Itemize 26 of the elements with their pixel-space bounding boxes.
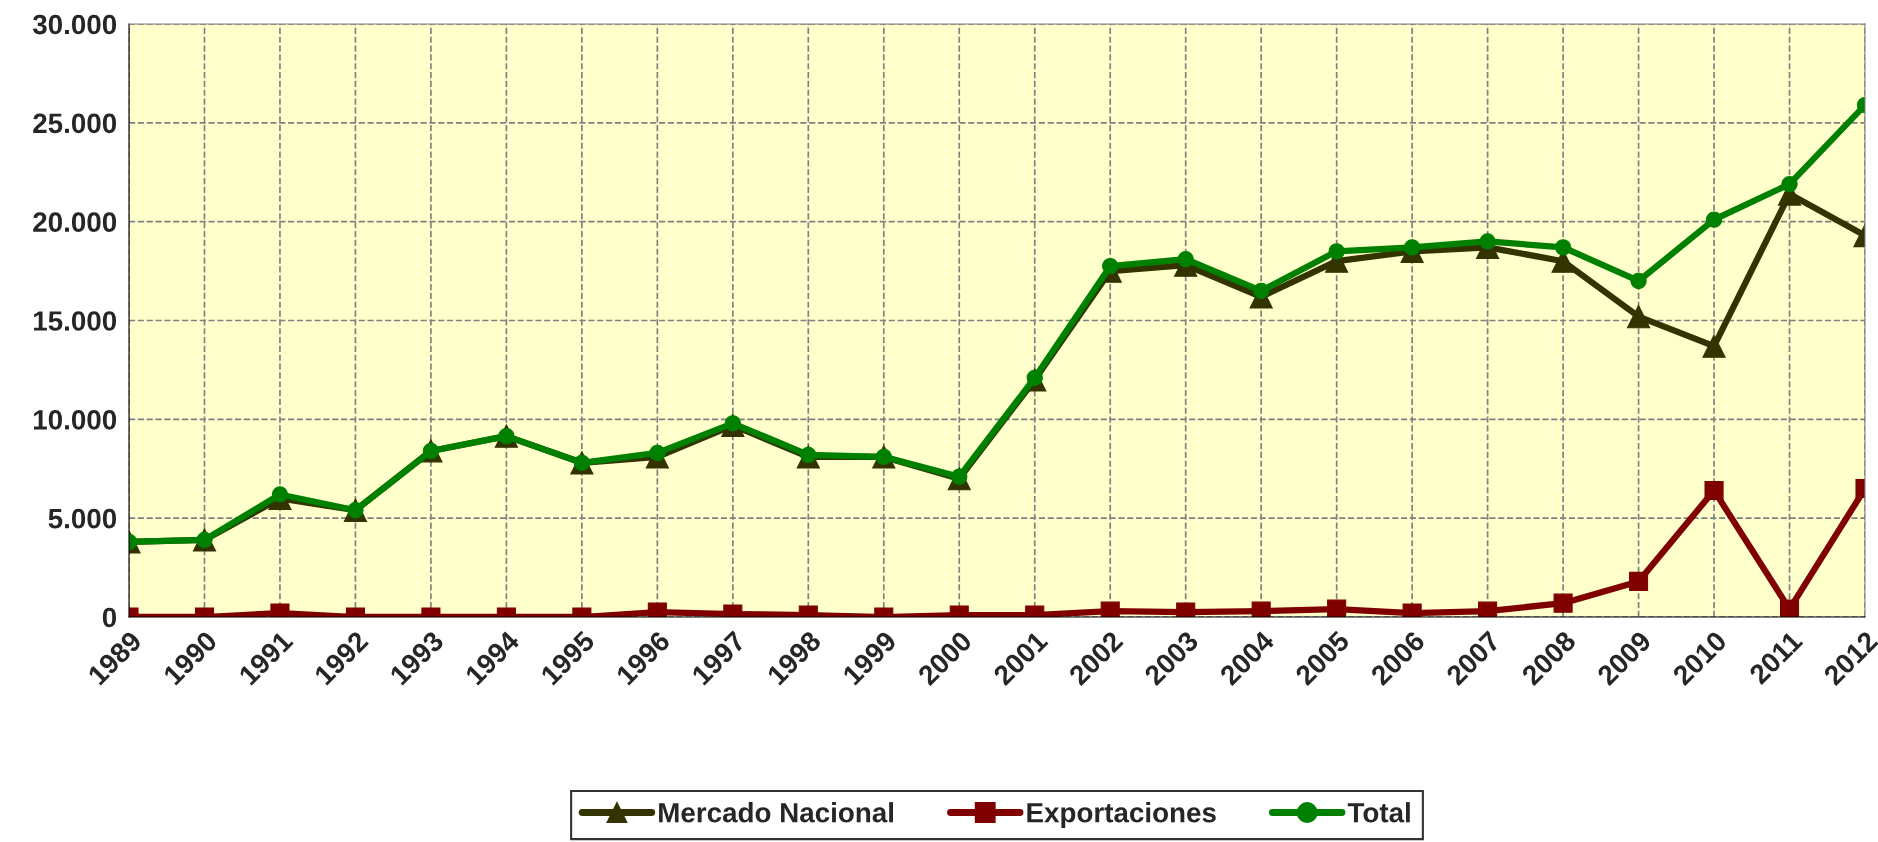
point xyxy=(1705,211,1723,228)
point xyxy=(1630,272,1647,290)
y-tick-label: 5.000 xyxy=(48,508,117,529)
y-tick-label: 10.000 xyxy=(33,410,117,430)
y-tick-label: 20.000 xyxy=(33,212,117,233)
point xyxy=(1554,239,1572,256)
point xyxy=(1626,304,1651,329)
point xyxy=(1704,480,1724,501)
y-tick-label: 30.000 xyxy=(32,14,117,35)
point xyxy=(1553,593,1573,613)
legend-label: Mercado Nacional xyxy=(659,802,893,823)
legend-label: Total xyxy=(1347,802,1410,823)
y-tick-label: 25.000 xyxy=(33,113,117,134)
legend-label: Exportaciones xyxy=(1027,802,1216,828)
point xyxy=(1479,233,1496,250)
y-tick-label: 0 xyxy=(102,607,117,628)
point xyxy=(1253,282,1270,300)
point xyxy=(1629,571,1649,591)
point xyxy=(1781,175,1798,193)
point xyxy=(1102,257,1119,275)
y-tick-label: 15.000 xyxy=(33,311,117,331)
point xyxy=(1327,599,1347,617)
point xyxy=(1328,243,1345,260)
point xyxy=(1177,251,1194,268)
point xyxy=(1779,599,1800,617)
point xyxy=(1702,334,1726,358)
